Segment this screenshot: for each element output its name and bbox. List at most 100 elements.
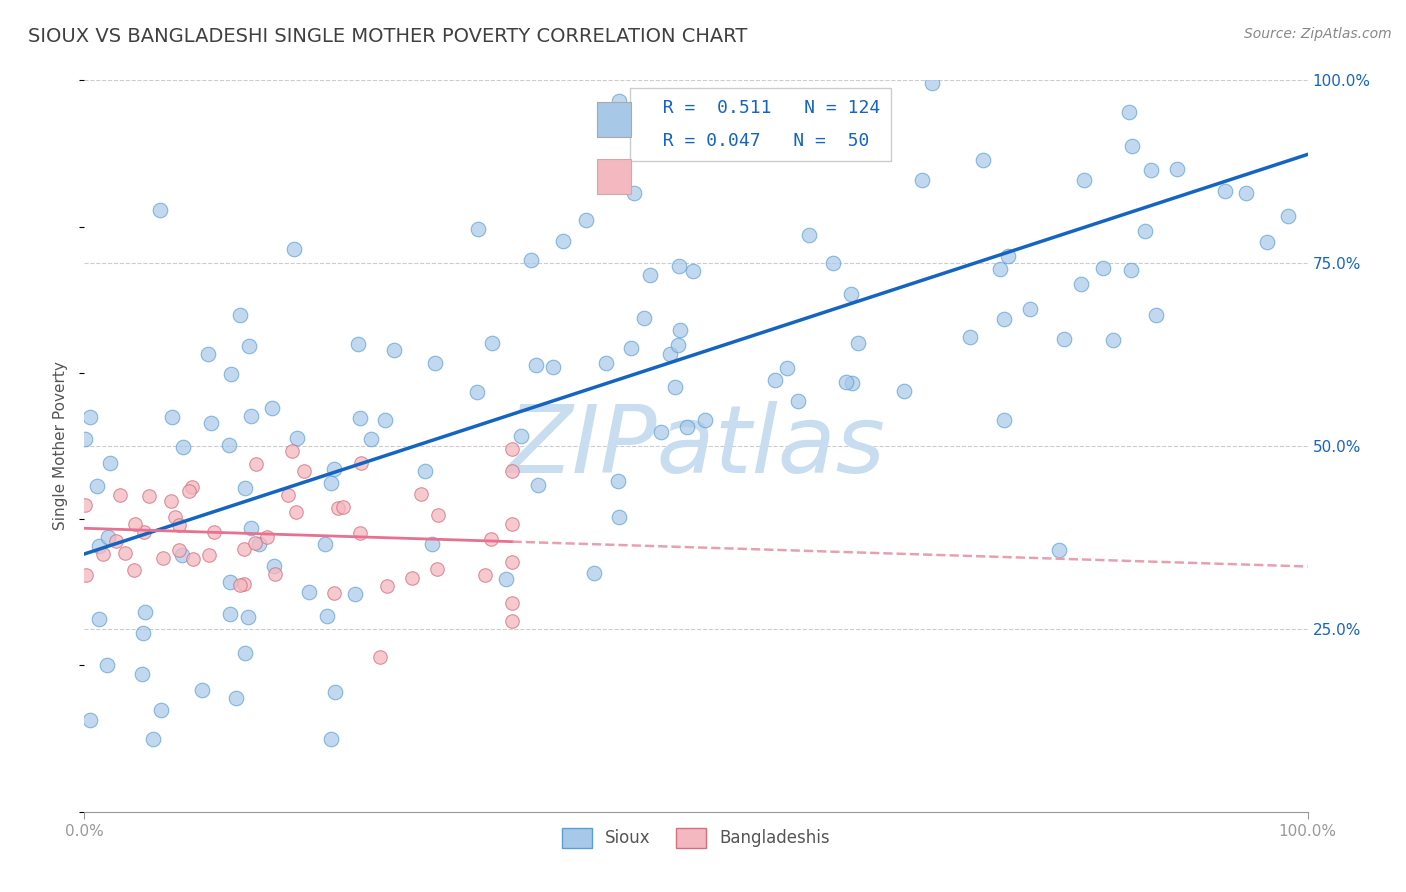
Point bbox=[283, 242, 305, 256]
Point bbox=[668, 323, 690, 337]
FancyBboxPatch shape bbox=[598, 160, 631, 194]
Point bbox=[1256, 235, 1278, 249]
Point bbox=[835, 375, 858, 389]
Point bbox=[823, 256, 845, 270]
Point bbox=[748, 59, 770, 73]
Point bbox=[218, 438, 240, 452]
Point bbox=[219, 607, 242, 621]
Point bbox=[167, 517, 190, 532]
Point bbox=[343, 587, 366, 601]
Point bbox=[1121, 138, 1143, 153]
Y-axis label: Single Mother Poverty: Single Mother Poverty bbox=[53, 361, 69, 531]
Point bbox=[235, 646, 257, 660]
Point bbox=[263, 566, 285, 581]
Point bbox=[165, 509, 187, 524]
Point bbox=[575, 212, 598, 227]
Point bbox=[229, 578, 252, 592]
Point bbox=[1118, 104, 1140, 119]
Point bbox=[481, 336, 503, 351]
Point bbox=[620, 341, 643, 355]
Point bbox=[997, 249, 1019, 263]
Point bbox=[322, 462, 344, 476]
Point bbox=[91, 547, 114, 561]
Point bbox=[233, 481, 256, 495]
Point bbox=[218, 574, 240, 589]
Point bbox=[233, 577, 256, 591]
Point bbox=[607, 94, 630, 108]
Point bbox=[323, 685, 346, 699]
Point bbox=[423, 356, 446, 370]
Point bbox=[465, 385, 488, 400]
Point bbox=[541, 359, 564, 374]
Point bbox=[87, 612, 110, 626]
Point bbox=[422, 537, 444, 551]
Point bbox=[152, 550, 174, 565]
Point bbox=[583, 566, 606, 581]
Point bbox=[347, 337, 370, 351]
Point bbox=[1215, 59, 1237, 73]
Point bbox=[1047, 542, 1070, 557]
Point bbox=[502, 596, 524, 610]
Point bbox=[846, 336, 869, 351]
Point bbox=[502, 615, 524, 629]
Point bbox=[170, 548, 193, 562]
Point bbox=[860, 115, 883, 129]
Point bbox=[1232, 59, 1254, 73]
Point bbox=[668, 259, 690, 273]
Point bbox=[1213, 184, 1236, 198]
Point bbox=[245, 457, 267, 471]
Point bbox=[519, 252, 541, 267]
Point bbox=[73, 433, 96, 447]
Point bbox=[159, 494, 181, 508]
Point bbox=[1159, 59, 1181, 73]
Point bbox=[1092, 260, 1115, 275]
Point bbox=[633, 311, 655, 326]
Point bbox=[374, 413, 396, 427]
Point bbox=[73, 499, 96, 513]
Point bbox=[79, 409, 101, 424]
Point bbox=[316, 608, 339, 623]
Point bbox=[524, 358, 547, 372]
Point bbox=[666, 338, 689, 352]
Point bbox=[1234, 186, 1257, 201]
Point bbox=[332, 500, 354, 514]
Point bbox=[495, 572, 517, 586]
Point bbox=[319, 475, 342, 490]
Point bbox=[474, 568, 496, 582]
Point bbox=[277, 488, 299, 502]
Point bbox=[142, 731, 165, 746]
Point bbox=[124, 516, 146, 531]
Point bbox=[911, 173, 934, 187]
Point bbox=[191, 683, 214, 698]
Point bbox=[86, 479, 108, 493]
Point bbox=[551, 234, 574, 248]
Point bbox=[321, 731, 343, 746]
Point bbox=[360, 433, 382, 447]
Point bbox=[502, 442, 524, 456]
Point bbox=[323, 586, 346, 600]
Point bbox=[314, 537, 336, 551]
Point bbox=[695, 413, 717, 427]
Point bbox=[328, 501, 350, 516]
Point bbox=[219, 367, 242, 381]
Point bbox=[502, 555, 524, 569]
Point bbox=[238, 339, 260, 353]
Point bbox=[787, 394, 810, 409]
Point bbox=[638, 268, 661, 283]
FancyBboxPatch shape bbox=[598, 103, 631, 137]
Point bbox=[972, 153, 994, 167]
Point bbox=[426, 508, 449, 522]
Point bbox=[98, 456, 121, 470]
Point bbox=[1119, 263, 1142, 277]
Point bbox=[97, 530, 120, 544]
Point bbox=[247, 536, 270, 550]
Point bbox=[292, 464, 315, 478]
Point bbox=[775, 361, 797, 376]
Point bbox=[138, 490, 160, 504]
Point bbox=[350, 456, 373, 470]
Point bbox=[1019, 301, 1042, 316]
Point bbox=[172, 440, 194, 454]
Point bbox=[411, 487, 433, 501]
Point bbox=[993, 312, 1015, 326]
Point bbox=[623, 186, 645, 200]
